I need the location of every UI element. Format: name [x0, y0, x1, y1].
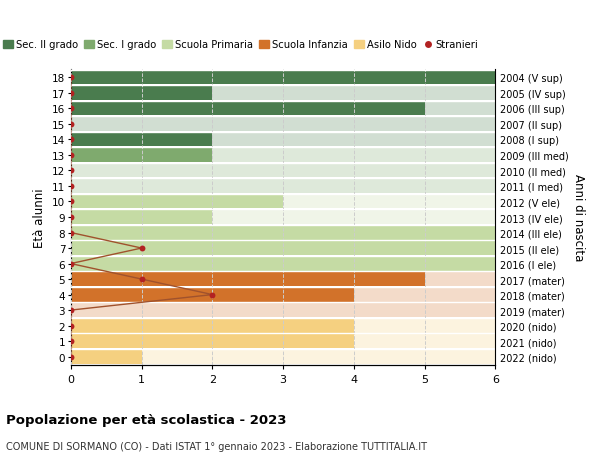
Point: [66, 168, 76, 175]
Y-axis label: Anni di nascita: Anni di nascita: [572, 174, 585, 261]
Bar: [71, 133, 212, 147]
Bar: [71, 288, 496, 302]
Bar: [71, 133, 496, 147]
Bar: [71, 211, 212, 224]
Bar: [71, 211, 496, 224]
Legend: Sec. II grado, Sec. I grado, Scuola Primaria, Scuola Infanzia, Asilo Nido, Stran: Sec. II grado, Sec. I grado, Scuola Prim…: [0, 36, 482, 54]
Bar: [71, 319, 354, 333]
Point: [66, 152, 76, 159]
Point: [66, 136, 76, 144]
Point: [66, 214, 76, 221]
Bar: [71, 71, 496, 85]
Text: Popolazione per età scolastica - 2023: Popolazione per età scolastica - 2023: [6, 413, 287, 426]
Point: [66, 183, 76, 190]
Point: [66, 260, 76, 268]
Bar: [71, 273, 496, 286]
Bar: [71, 102, 425, 116]
Bar: [71, 71, 496, 85]
Bar: [71, 335, 496, 348]
Point: [66, 230, 76, 237]
Bar: [71, 241, 496, 256]
Bar: [71, 179, 496, 194]
Point: [66, 307, 76, 314]
Point: [66, 74, 76, 82]
Y-axis label: Età alunni: Età alunni: [34, 188, 46, 247]
Point: [66, 198, 76, 206]
Point: [137, 276, 146, 283]
Bar: [71, 226, 496, 240]
Text: COMUNE DI SORMANO (CO) - Dati ISTAT 1° gennaio 2023 - Elaborazione TUTTITALIA.IT: COMUNE DI SORMANO (CO) - Dati ISTAT 1° g…: [6, 441, 427, 451]
Bar: [71, 87, 496, 101]
Bar: [71, 350, 496, 364]
Point: [137, 245, 146, 252]
Bar: [71, 149, 496, 162]
Bar: [71, 257, 496, 271]
Bar: [71, 87, 212, 101]
Bar: [71, 149, 212, 162]
Bar: [71, 335, 354, 348]
Point: [208, 291, 217, 299]
Bar: [71, 241, 496, 256]
Bar: [71, 319, 496, 333]
Point: [66, 106, 76, 113]
Bar: [71, 118, 496, 132]
Bar: [71, 303, 496, 317]
Bar: [71, 195, 496, 209]
Point: [66, 121, 76, 129]
Point: [66, 90, 76, 97]
Bar: [71, 273, 425, 286]
Bar: [71, 350, 142, 364]
Point: [66, 338, 76, 345]
Bar: [71, 226, 496, 240]
Bar: [71, 102, 496, 116]
Point: [66, 353, 76, 360]
Point: [66, 322, 76, 330]
Bar: [71, 164, 496, 178]
Bar: [71, 288, 354, 302]
Bar: [71, 257, 496, 271]
Bar: [71, 195, 283, 209]
